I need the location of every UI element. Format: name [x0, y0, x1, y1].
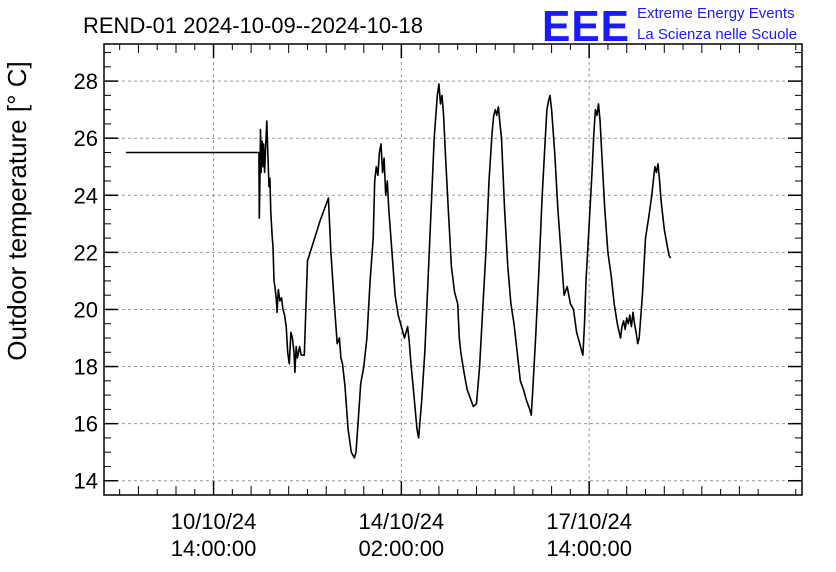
x-tick-time: 14:00:00	[171, 536, 257, 561]
y-tick-label: 24	[74, 183, 98, 208]
y-tick-label: 22	[74, 240, 98, 265]
eee-logo-mark: EEE	[542, 2, 630, 51]
x-tick-date: 14/10/24	[359, 509, 445, 534]
axis-ticks	[104, 44, 802, 496]
x-tick-labels: 10/10/2414:00:0014/10/2402:00:0017/10/24…	[171, 509, 632, 561]
logo-line-2: La Scienza nelle Scuole	[637, 26, 797, 43]
y-tick-label: 20	[74, 297, 98, 322]
grid-lines	[104, 44, 802, 495]
x-tick-time: 14:00:00	[546, 536, 632, 561]
y-tick-label: 18	[74, 355, 98, 380]
y-axis-label: Outdoor temperature [° C]	[2, 61, 32, 360]
eee-logo: EEE Extreme Energy Events La Scienza nel…	[542, 2, 797, 51]
series-group	[125, 83, 672, 459]
x-tick-time: 02:00:00	[359, 536, 445, 561]
plot-frame	[103, 43, 803, 496]
y-tick-label: 16	[74, 412, 98, 437]
x-tick-date: 17/10/24	[546, 509, 632, 534]
chart-title-group: REND-01 2024-10-09--2024-10-18	[83, 13, 423, 38]
y-tick-label: 14	[74, 469, 98, 494]
y-tick-labels: 14 16 18 20 22 24 26 28	[74, 69, 98, 494]
chart-title: REND-01 2024-10-09--2024-10-18	[83, 13, 423, 38]
y-tick-label: 26	[74, 126, 98, 151]
temperature-series-line	[125, 83, 672, 459]
x-tick-date: 10/10/24	[171, 509, 257, 534]
logo-line-1: Extreme Energy Events	[637, 5, 795, 22]
y-tick-label: 28	[74, 69, 98, 94]
